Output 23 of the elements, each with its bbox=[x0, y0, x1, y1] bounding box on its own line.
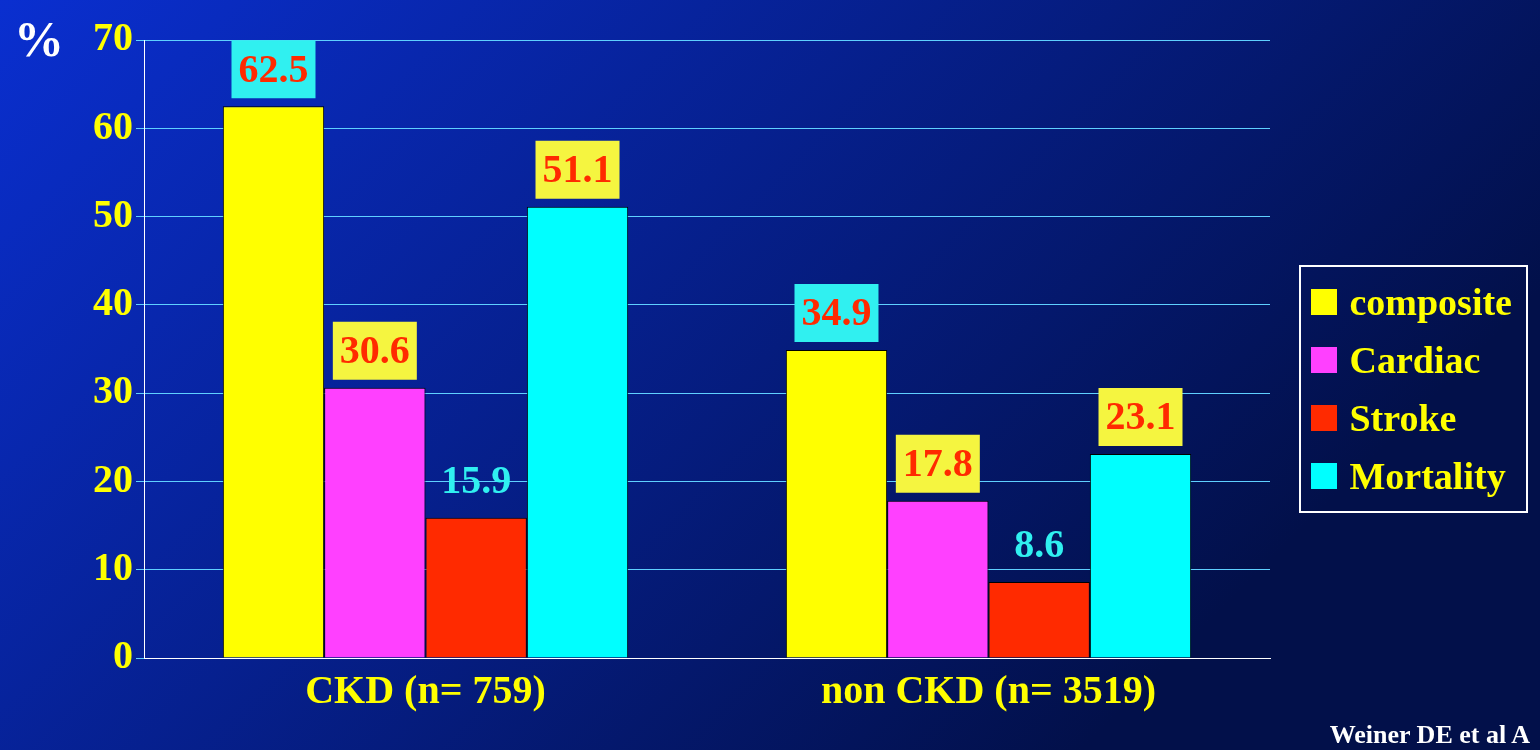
y-tick-label: 60 bbox=[93, 102, 133, 148]
data-label: 8.6 bbox=[1014, 521, 1065, 567]
data-label: 62.5 bbox=[238, 45, 309, 91]
x-tick-label: CKD (n= 759) bbox=[305, 667, 546, 713]
data-label: 51.1 bbox=[542, 146, 613, 192]
y-axis-title: % bbox=[14, 10, 64, 68]
text: Weiner DE et al A bbox=[1329, 720, 1530, 750]
y-tick-label: 40 bbox=[93, 279, 133, 325]
data-label: 17.8 bbox=[902, 440, 973, 486]
y-tick-label: 70 bbox=[93, 14, 133, 60]
data-label: 34.9 bbox=[801, 289, 872, 335]
data-label: 23.1 bbox=[1105, 393, 1176, 439]
legend-label: composite bbox=[1349, 280, 1512, 325]
x-tick-label: non CKD (n= 3519) bbox=[820, 667, 1157, 713]
legend-label: Cardiac bbox=[1349, 338, 1481, 383]
y-tick-label: 30 bbox=[93, 367, 133, 413]
legend-label: Stroke bbox=[1349, 396, 1457, 441]
y-tick-label: 20 bbox=[93, 455, 133, 501]
data-label: 30.6 bbox=[339, 327, 410, 373]
legend-label: Mortality bbox=[1349, 454, 1506, 499]
y-tick-label: 0 bbox=[113, 632, 133, 678]
y-tick-label: 50 bbox=[93, 190, 133, 236]
y-tick-label: 10 bbox=[93, 544, 133, 590]
